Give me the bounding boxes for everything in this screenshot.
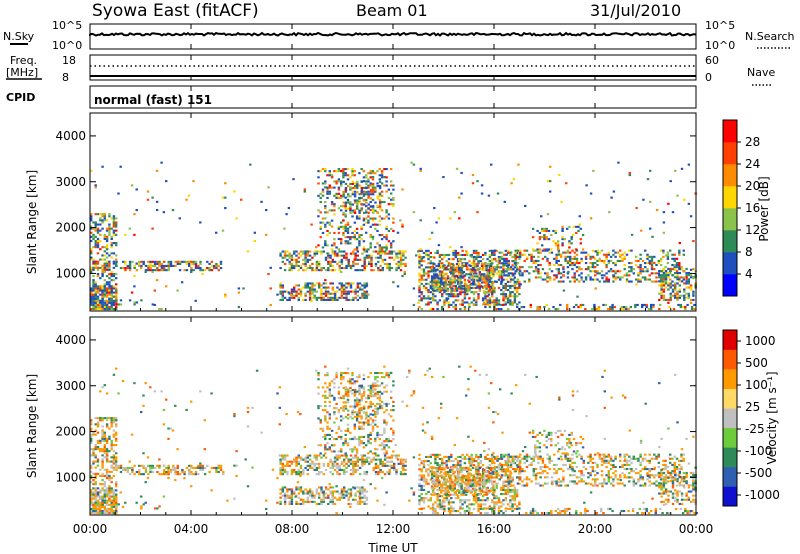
- colorbar-swatch: [723, 142, 737, 165]
- x-tick-label: 00:00: [73, 522, 108, 536]
- velocity-ylabel: Slant Range [km]: [25, 374, 39, 478]
- y-tick-label: 1000: [55, 470, 86, 484]
- x-tick-label: 20:00: [578, 522, 613, 536]
- colorbar-tick-label: 28: [745, 135, 760, 149]
- colorbar-tick-label: 12: [745, 223, 760, 237]
- y-tick-label: 4000: [55, 333, 86, 347]
- velocity-heatmap: [90, 365, 698, 515]
- colorbar-swatch: [723, 447, 737, 468]
- x-tick-label: 12:00: [376, 522, 411, 536]
- velocity-colorbar: 1000 500 100 25 -25 -100 -500 -1000: [722, 329, 780, 507]
- colorbar-tick-label: 16: [745, 201, 760, 215]
- x-axis-label: Time UT: [367, 541, 418, 554]
- colorbar-swatch: [723, 186, 737, 209]
- nsearch-tick-bottom: 10^0: [705, 39, 735, 52]
- nsky-label: N.Sky: [3, 30, 35, 43]
- nsky-tick-bottom: 10^0: [52, 39, 82, 52]
- x-tick-label: 16:00: [477, 522, 512, 536]
- freq-tick-top: 18: [62, 54, 76, 67]
- colorbar-tick-label: 25: [745, 400, 760, 414]
- colorbar-swatch: [723, 252, 737, 275]
- freq-tick-bottom: 8: [62, 71, 69, 84]
- colorbar-swatch: [723, 427, 737, 448]
- power-colorbar-label: Power [dB]: [757, 176, 771, 241]
- colorbar-tick-label: 4: [745, 267, 753, 281]
- y-tick-label: 1000: [55, 266, 86, 280]
- velocity-colorbar-label: Velocity [m s⁻¹]: [765, 371, 779, 464]
- colorbar-swatch: [723, 208, 737, 231]
- colorbar-tick-label: -25: [745, 422, 765, 436]
- colorbar-swatch: [723, 466, 737, 487]
- colorbar-swatch: [723, 486, 737, 507]
- colorbar-tick-label: -500: [745, 466, 772, 480]
- nave-tick-bottom: 0: [705, 71, 712, 84]
- station-title: Syowa East (fitACF): [92, 1, 259, 21]
- y-tick-label: 3000: [55, 175, 86, 189]
- beam-title: Beam 01: [356, 1, 428, 20]
- x-tick-label: 08:00: [275, 522, 310, 536]
- date-title: 31/Jul/2010: [590, 1, 681, 20]
- nave-label: Nave: [747, 66, 775, 79]
- colorbar-tick-label: 1000: [745, 334, 776, 348]
- x-tick-label: 00:00: [679, 522, 714, 536]
- power-ylabel: Slant Range [km]: [25, 170, 39, 274]
- colorbar-swatch: [723, 408, 737, 429]
- nsky-trace: [89, 31, 697, 37]
- colorbar-swatch: [723, 369, 737, 389]
- freq-label-1: Freq.: [10, 54, 37, 67]
- colorbar-tick-label: -1000: [745, 488, 780, 502]
- x-tick-label: 04:00: [174, 522, 209, 536]
- colorbar-tick-label: 24: [745, 157, 760, 171]
- y-tick-label: 4000: [55, 129, 86, 143]
- nsky-tick-top: 10^5: [52, 19, 82, 32]
- nave-tick-top: 60: [705, 54, 719, 67]
- colorbar-swatch: [723, 330, 737, 350]
- colorbar-swatch: [723, 388, 737, 409]
- y-tick-label: 3000: [55, 379, 86, 393]
- nsearch-label: N.Search: [745, 30, 795, 43]
- freq-label-2: [MHz]: [6, 66, 38, 79]
- colorbar-swatch: [723, 230, 737, 253]
- y-tick-label: 2000: [55, 221, 86, 235]
- power-colorbar: 4 8 12 16 20 24 28: [722, 119, 760, 297]
- cpid-value: normal (fast) 151: [94, 93, 212, 107]
- colorbar-swatch: [723, 349, 737, 370]
- cpid-label: CPID: [6, 91, 35, 104]
- colorbar-tick-label: 20: [745, 179, 760, 193]
- colorbar-tick-label: 100: [745, 378, 768, 392]
- colorbar-swatch: [723, 274, 737, 297]
- nsearch-tick-top: 10^5: [705, 19, 735, 32]
- power-heatmap: [90, 161, 697, 311]
- colorbar-tick-label: 8: [745, 245, 753, 259]
- colorbar-tick-label: 500: [745, 356, 768, 370]
- colorbar-swatch: [723, 164, 737, 187]
- velocity-panel-frame: [89, 316, 697, 516]
- colorbar-swatch: [723, 120, 737, 143]
- colorbar-tick-label: -100: [745, 444, 772, 458]
- y-tick-label: 2000: [55, 425, 86, 439]
